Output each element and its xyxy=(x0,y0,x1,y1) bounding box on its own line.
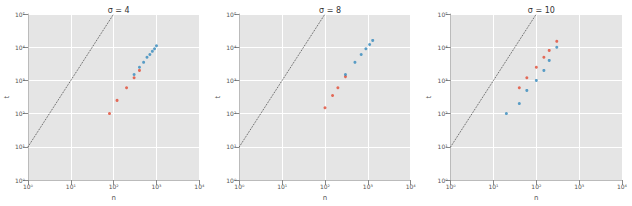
svg-text:10⁰: 10⁰ xyxy=(23,183,34,190)
svg-text:10¹: 10¹ xyxy=(277,183,288,190)
svg-text:t: t xyxy=(3,95,11,98)
svg-text:10⁰: 10⁰ xyxy=(234,183,245,190)
svg-text:10³: 10³ xyxy=(15,77,26,84)
svg-text:10⁵: 10⁵ xyxy=(15,11,26,18)
svg-text:t: t xyxy=(214,95,222,98)
svg-text:10⁴: 10⁴ xyxy=(617,183,628,190)
svg-text:10³: 10³ xyxy=(151,183,162,190)
svg-text:10¹: 10¹ xyxy=(66,183,77,190)
svg-text:σ = 4: σ = 4 xyxy=(108,6,130,15)
svg-text:10⁰: 10⁰ xyxy=(226,176,237,184)
svg-text:10²: 10² xyxy=(438,110,449,117)
svg-text:t: t xyxy=(425,95,433,98)
svg-text:n: n xyxy=(323,194,327,202)
svg-text:10¹: 10¹ xyxy=(15,143,26,150)
svg-text:σ = 10: σ = 10 xyxy=(528,6,555,15)
svg-text:10⁴: 10⁴ xyxy=(15,44,26,51)
svg-text:10⁴: 10⁴ xyxy=(194,183,205,190)
svg-text:10²: 10² xyxy=(15,110,26,117)
svg-text:10⁵: 10⁵ xyxy=(226,11,237,18)
svg-text:10³: 10³ xyxy=(226,77,237,84)
svg-text:10¹: 10¹ xyxy=(488,183,499,190)
svg-text:10³: 10³ xyxy=(438,77,449,84)
svg-text:n: n xyxy=(534,194,538,202)
svg-text:10¹: 10¹ xyxy=(438,143,449,150)
svg-text:10⁰: 10⁰ xyxy=(437,176,448,184)
svg-text:10²: 10² xyxy=(226,110,237,117)
svg-text:10¹: 10¹ xyxy=(226,143,237,150)
svg-text:10²: 10² xyxy=(109,183,120,190)
svg-text:10⁰: 10⁰ xyxy=(446,183,457,190)
svg-text:10³: 10³ xyxy=(363,183,374,190)
svg-text:10⁰: 10⁰ xyxy=(15,176,25,184)
svg-text:10²: 10² xyxy=(320,183,331,190)
svg-text:10⁴: 10⁴ xyxy=(438,44,449,51)
svg-text:n: n xyxy=(111,194,115,202)
svg-text:10⁴: 10⁴ xyxy=(406,183,417,190)
svg-text:10³: 10³ xyxy=(574,183,585,190)
svg-text:10⁴: 10⁴ xyxy=(226,44,237,51)
svg-text:10²: 10² xyxy=(531,183,542,190)
svg-text:σ = 8: σ = 8 xyxy=(319,6,341,15)
svg-text:10⁵: 10⁵ xyxy=(438,11,449,18)
